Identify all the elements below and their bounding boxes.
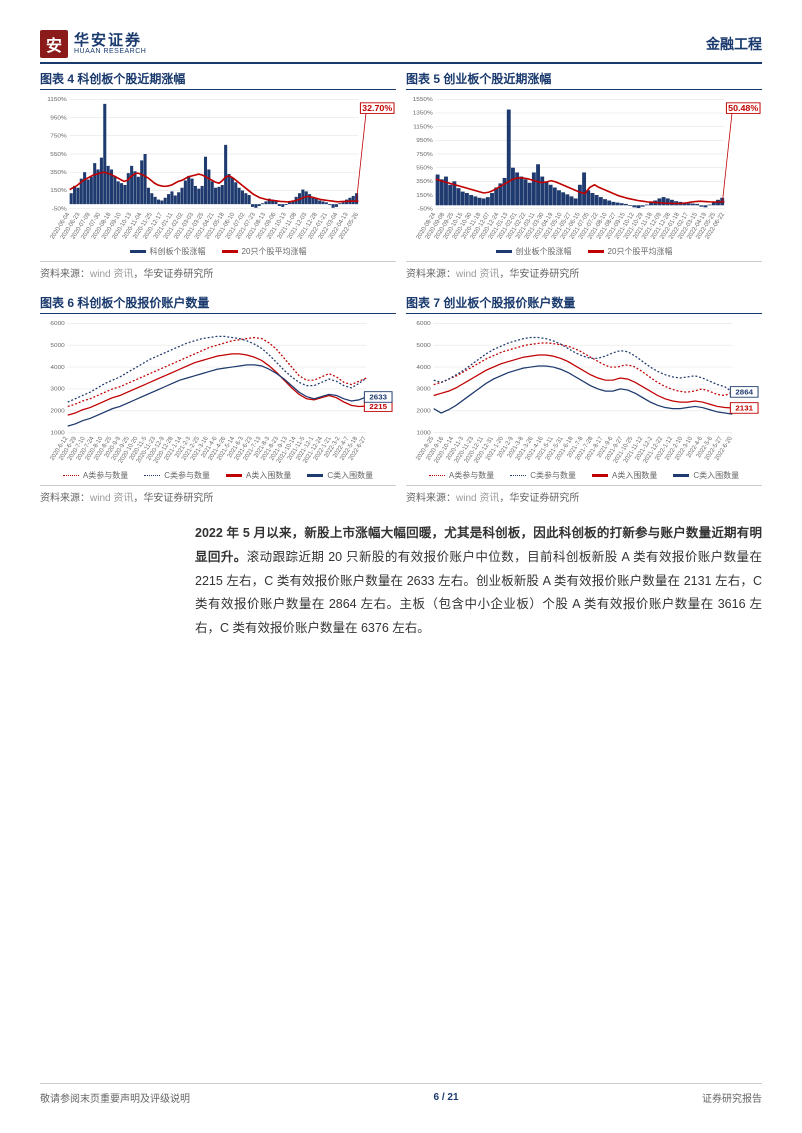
body-paragraph: 2022 年 5 月以来，新股上市涨幅大幅回暖，尤其是科创板，因此科创板的打新参… <box>40 522 762 641</box>
chart4-block: 图表 4 科创板个股近期涨幅 -50% 150% 350% 550% 750% 950% 1… <box>40 70 396 290</box>
svg-text:4000: 4000 <box>50 364 65 371</box>
chart4-legend: 科创板个股涨幅 20只个股平均涨幅 <box>40 246 396 257</box>
chart7-canvas: 1000200030004000500060002020-8-252020-9-… <box>406 318 762 468</box>
svg-text:150%: 150% <box>416 192 433 199</box>
svg-text:2633: 2633 <box>369 393 387 401</box>
svg-text:1150%: 1150% <box>413 124 433 131</box>
svg-text:6000: 6000 <box>50 320 65 327</box>
svg-text:-50%: -50% <box>52 206 68 213</box>
svg-text:750%: 750% <box>50 133 67 140</box>
footer-report-type: 证券研究报告 <box>702 1090 762 1105</box>
svg-text:32.70%: 32.70% <box>362 103 393 112</box>
chart5-canvas: -50%150%350%550%750%950%1150%1350%1550%2… <box>406 94 762 244</box>
svg-text:1550%: 1550% <box>413 96 434 103</box>
svg-text:1000: 1000 <box>50 430 65 437</box>
svg-text:5000: 5000 <box>416 342 431 349</box>
chart6-title: 图表 6 科创板个股报价账户数量 <box>40 294 396 314</box>
page-footer: 敬请参阅末页重要声明及评级说明 6 / 21 证券研究报告 <box>40 1083 762 1105</box>
svg-text:2864: 2864 <box>735 388 753 396</box>
svg-text:2000: 2000 <box>50 408 65 415</box>
svg-text:2131: 2131 <box>735 404 753 412</box>
chart5-block: 图表 5 创业板个股近期涨幅 -50% 150% 350% 550% 750% 950% 1… <box>406 70 762 290</box>
svg-text:50.48%: 50.48% <box>728 103 759 112</box>
logo-cn: 华安证券 <box>74 33 146 48</box>
svg-text:2215: 2215 <box>369 402 387 410</box>
svg-text:5000: 5000 <box>50 342 65 349</box>
chart7-legend: A类参与数量C类参与数量A类入围数量C类入围数量 <box>406 470 762 481</box>
chart7-source: 资料来源：wind 资讯，华安证券研究所 <box>406 485 762 504</box>
svg-text:1000: 1000 <box>416 430 431 437</box>
logo-en: HUAAN RESEARCH <box>74 48 146 55</box>
svg-text:3000: 3000 <box>50 386 65 393</box>
logo-block: 安 华安证券 HUAAN RESEARCH <box>40 30 146 58</box>
svg-text:1350%: 1350% <box>413 110 434 117</box>
page-number: 6 / 21 <box>433 1092 458 1103</box>
chart6-block: 图表 6 科创板个股报价账户数量 1000 2000 3000 4000 5000 600… <box>40 294 396 514</box>
page-header: 安 华安证券 HUAAN RESEARCH 金融工程 <box>40 30 762 64</box>
footer-disclaimer: 敬请参阅末页重要声明及评级说明 <box>40 1090 190 1105</box>
chart5-title: 图表 5 创业板个股近期涨幅 <box>406 70 762 90</box>
svg-text:1150%: 1150% <box>47 96 67 103</box>
svg-text:150%: 150% <box>50 188 67 195</box>
svg-text:4000: 4000 <box>416 364 431 371</box>
svg-text:550%: 550% <box>50 151 67 158</box>
svg-text:2000: 2000 <box>416 408 431 415</box>
chart7-title: 图表 7 创业板个股报价账户数量 <box>406 294 762 314</box>
svg-text:950%: 950% <box>416 137 433 144</box>
svg-text:550%: 550% <box>416 165 433 172</box>
chart4-title: 图表 4 科创板个股近期涨幅 <box>40 70 396 90</box>
chart7-block: 图表 7 创业板个股报价账户数量 1000 2000 3000 4000 5000 600… <box>406 294 762 514</box>
chart4-source: 资料来源：wind 资讯，华安证券研究所 <box>40 261 396 280</box>
chart5-source: 资料来源：wind 资讯，华安证券研究所 <box>406 261 762 280</box>
chart6-legend: A类参与数量C类参与数量A类入围数量C类入围数量 <box>40 470 396 481</box>
svg-text:950%: 950% <box>50 115 67 122</box>
svg-text:350%: 350% <box>416 178 433 185</box>
svg-text:-50%: -50% <box>418 206 434 213</box>
logo-icon: 安 <box>40 30 68 58</box>
section-title: 金融工程 <box>706 34 762 54</box>
chart6-source: 资料来源：wind 资讯，华安证券研究所 <box>40 485 396 504</box>
chart5-legend: 创业板个股涨幅 20只个股平均涨幅 <box>406 246 762 257</box>
svg-text:750%: 750% <box>416 151 433 158</box>
svg-text:3000: 3000 <box>416 386 431 393</box>
chart4-canvas: -50%150%350%550%750%950%1150%2020-06-042… <box>40 94 396 244</box>
svg-text:350%: 350% <box>50 169 67 176</box>
svg-text:6000: 6000 <box>416 320 431 327</box>
chart6-canvas: 1000200030004000500060002020-6-122020-6-… <box>40 318 396 468</box>
